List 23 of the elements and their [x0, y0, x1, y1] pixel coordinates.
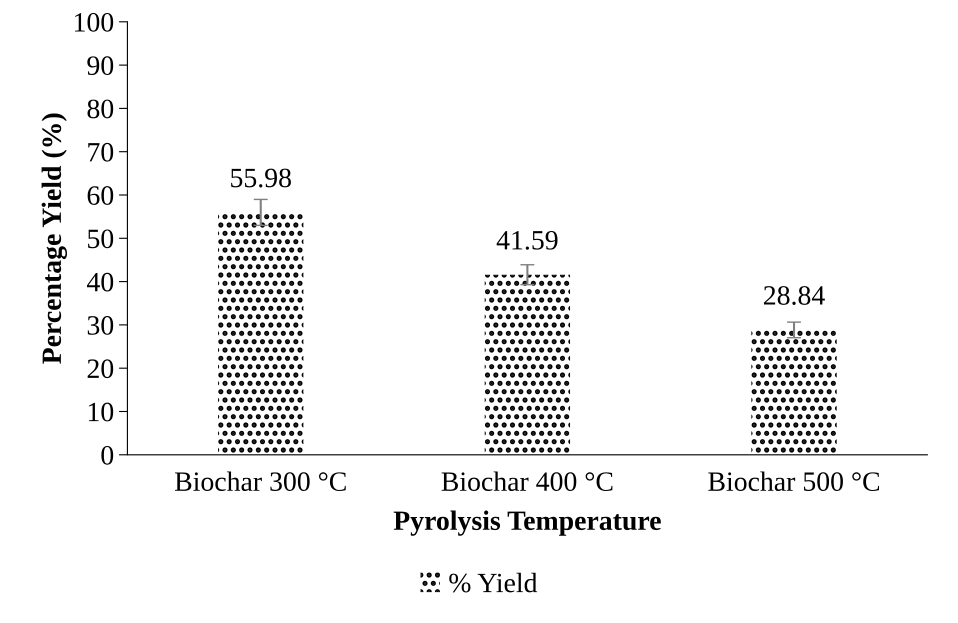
y-tick-label: 90 [87, 56, 114, 76]
bar [751, 330, 837, 455]
legend-label: % Yield [449, 572, 538, 592]
y-tick-label: 80 [88, 100, 114, 118]
x-tick-label: Biochar 300 °C [174, 471, 346, 492]
y-tick-label: 0 [101, 446, 114, 465]
y-tick-label: 30 [88, 316, 114, 335]
bar [218, 212, 304, 455]
y-tick-label: 10 [88, 402, 114, 422]
x-tick-label: Biochar 400 °C [442, 471, 612, 492]
y-tick-label: 70 [88, 142, 114, 162]
data-label: 41.59 [496, 230, 558, 250]
y-tick-label: 50 [88, 229, 114, 248]
x-tick-label: Biochar 500 °C [708, 471, 880, 492]
y-tick-label: 20 [88, 359, 114, 378]
y-axis-title: Percentage Yield (%) [42, 114, 67, 364]
y-tick-label: 60 [88, 186, 114, 205]
y-tick-label: 40 [86, 272, 114, 292]
y-tick-label: 100 [74, 12, 114, 32]
data-label: 28.84 [764, 286, 825, 305]
data-label: 55.98 [231, 168, 291, 188]
bar [484, 274, 570, 455]
x-axis-title: Pyrolysis Temperature [394, 510, 661, 536]
